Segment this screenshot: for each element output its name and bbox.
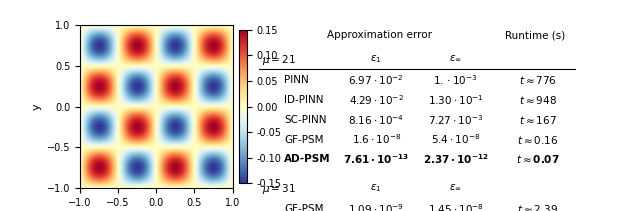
Text: $t \approx 776$: $t \approx 776$ [519, 74, 557, 86]
Text: $\mu = 21$: $\mu = 21$ [262, 53, 296, 67]
Text: Runtime (s): Runtime (s) [505, 30, 565, 40]
Text: $1.6 \cdot 10^{-8}$: $1.6 \cdot 10^{-8}$ [351, 133, 401, 146]
Text: GF-PSM: GF-PSM [284, 135, 324, 145]
Text: $8.16 \cdot 10^{-4}$: $8.16 \cdot 10^{-4}$ [348, 113, 404, 127]
Text: ID-PINN: ID-PINN [284, 95, 324, 105]
Text: $1.09 \cdot 10^{-9}$: $1.09 \cdot 10^{-9}$ [348, 202, 404, 211]
Text: $1.45 \cdot 10^{-8}$: $1.45 \cdot 10^{-8}$ [428, 202, 483, 211]
Text: $\epsilon_1$: $\epsilon_1$ [371, 182, 382, 194]
Text: $t \approx 167$: $t \approx 167$ [519, 114, 557, 126]
Text: Approximation error: Approximation error [327, 30, 432, 40]
Text: $4.29 \cdot 10^{-2}$: $4.29 \cdot 10^{-2}$ [349, 93, 404, 107]
Text: $\epsilon_\infty$: $\epsilon_\infty$ [449, 53, 462, 63]
Text: $5.4 \cdot 10^{-8}$: $5.4 \cdot 10^{-8}$ [431, 133, 480, 146]
Text: $\epsilon_\infty$: $\epsilon_\infty$ [449, 182, 462, 192]
Text: $\epsilon_1$: $\epsilon_1$ [371, 53, 382, 65]
Text: $\mathbf{7.61 \cdot 10^{-13}}$: $\mathbf{7.61 \cdot 10^{-13}}$ [344, 153, 409, 166]
Text: SC-PINN: SC-PINN [284, 115, 327, 125]
Text: $t \approx 2.39$: $t \approx 2.39$ [517, 203, 559, 211]
Text: PINN: PINN [284, 75, 309, 85]
Text: $t \approx 0.16$: $t \approx 0.16$ [517, 134, 559, 146]
Text: AD-PSM: AD-PSM [284, 154, 331, 164]
Text: $7.27 \cdot 10^{-3}$: $7.27 \cdot 10^{-3}$ [428, 113, 483, 127]
Text: $1.30 \cdot 10^{-1}$: $1.30 \cdot 10^{-1}$ [428, 93, 483, 107]
Text: $1. \cdot 10^{-3}$: $1. \cdot 10^{-3}$ [433, 73, 478, 87]
Text: $6.97 \cdot 10^{-2}$: $6.97 \cdot 10^{-2}$ [348, 73, 404, 87]
Text: $\mathbf{2.37 \cdot 10^{-12}}$: $\mathbf{2.37 \cdot 10^{-12}}$ [422, 153, 488, 166]
Text: $\mu = 31$: $\mu = 31$ [262, 182, 296, 196]
Text: $t \approx 948$: $t \approx 948$ [519, 94, 557, 106]
Y-axis label: y: y [31, 103, 41, 110]
Text: GF-PSM: GF-PSM [284, 204, 324, 211]
Text: $t \approx \mathbf{0.07}$: $t \approx \mathbf{0.07}$ [516, 153, 560, 165]
